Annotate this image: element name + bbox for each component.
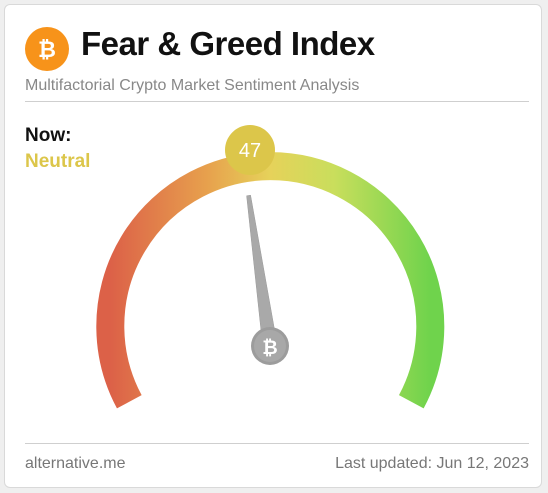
last-updated: Last updated: Jun 12, 2023 xyxy=(335,455,529,472)
widget-title: Fear & Greed Index xyxy=(81,25,375,62)
footer-divider xyxy=(25,443,529,444)
svg-text:₿: ₿ xyxy=(262,337,277,359)
sentiment-classification: Neutral xyxy=(25,151,91,172)
sentiment-gauge: ₿ 47 xyxy=(96,125,445,409)
bitcoin-logo-icon: ₿ xyxy=(25,27,69,71)
header-divider xyxy=(25,101,529,102)
widget-subtitle: Multifactorial Crypto Market Sentiment A… xyxy=(25,77,360,94)
gauge-needle xyxy=(246,194,276,338)
gauge-arc xyxy=(96,152,445,409)
now-label: Now: xyxy=(25,125,72,146)
gauge-hub-bitcoin-icon: ₿ xyxy=(251,327,289,365)
fear-greed-widget: ₿ Fear & Greed Index Multifactorial Cryp… xyxy=(4,4,542,488)
source-link[interactable]: alternative.me xyxy=(25,455,126,472)
value-number: 47 xyxy=(239,140,261,162)
svg-text:₿: ₿ xyxy=(38,38,56,63)
value-bubble: 47 xyxy=(225,125,275,175)
